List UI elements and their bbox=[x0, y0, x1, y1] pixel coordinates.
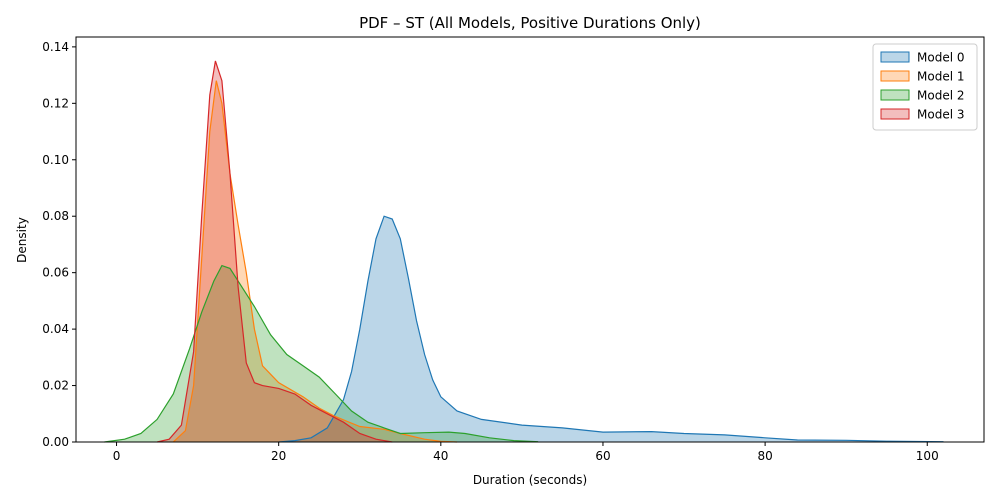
x-tick-label: 100 bbox=[916, 449, 939, 463]
area-model-0 bbox=[278, 216, 944, 442]
area-model-2 bbox=[104, 265, 539, 442]
y-tick-label: 0.08 bbox=[42, 209, 69, 223]
y-tick-label: 0.14 bbox=[42, 40, 69, 54]
x-axis-label: Duration (seconds) bbox=[473, 473, 587, 487]
y-tick-label: 0.10 bbox=[42, 153, 69, 167]
legend-swatch-model-0 bbox=[880, 51, 910, 63]
area-model-3 bbox=[157, 61, 393, 442]
y-tick-label: 0.00 bbox=[42, 435, 69, 449]
legend-label-model-1: Model 1 bbox=[917, 70, 964, 84]
line-model-0 bbox=[278, 215, 944, 443]
line-model-1 bbox=[172, 80, 458, 443]
y-tick-label: 0.02 bbox=[42, 379, 69, 393]
legend-swatch-model-3 bbox=[880, 108, 910, 120]
y-axis-label: Density bbox=[15, 217, 29, 263]
x-tick-label: 20 bbox=[271, 449, 286, 463]
density-areas bbox=[104, 61, 944, 442]
legend-swatch-model-2 bbox=[880, 89, 910, 101]
legend-label-model-3: Model 3 bbox=[917, 108, 964, 122]
x-tick-label: 0 bbox=[113, 449, 121, 463]
area-model-1 bbox=[173, 80, 458, 442]
y-tick-label: 0.06 bbox=[42, 266, 69, 280]
legend: Model 0 Model 1 Model 2 Model 3 bbox=[872, 43, 978, 131]
line-model-3 bbox=[156, 60, 393, 443]
legend-swatch-model-1 bbox=[880, 70, 910, 82]
line-model-2 bbox=[104, 264, 539, 443]
x-tick-label: 40 bbox=[433, 449, 448, 463]
legend-label-model-2: Model 2 bbox=[917, 89, 964, 103]
legend-label-model-0: Model 0 bbox=[917, 51, 964, 65]
x-axis-ticks: 0 20 40 60 80 100 bbox=[113, 442, 939, 463]
density-lines bbox=[104, 60, 944, 443]
y-tick-label: 0.04 bbox=[42, 322, 69, 336]
x-tick-label: 80 bbox=[757, 449, 772, 463]
y-axis-ticks: 0.00 0.02 0.04 0.06 0.08 0.10 0.12 0.14 bbox=[42, 40, 76, 449]
y-tick-label: 0.12 bbox=[42, 96, 69, 110]
chart-title: PDF – ST (All Models, Positive Durations… bbox=[359, 14, 701, 32]
plot-frame bbox=[75, 36, 985, 443]
x-tick-label: 60 bbox=[595, 449, 610, 463]
